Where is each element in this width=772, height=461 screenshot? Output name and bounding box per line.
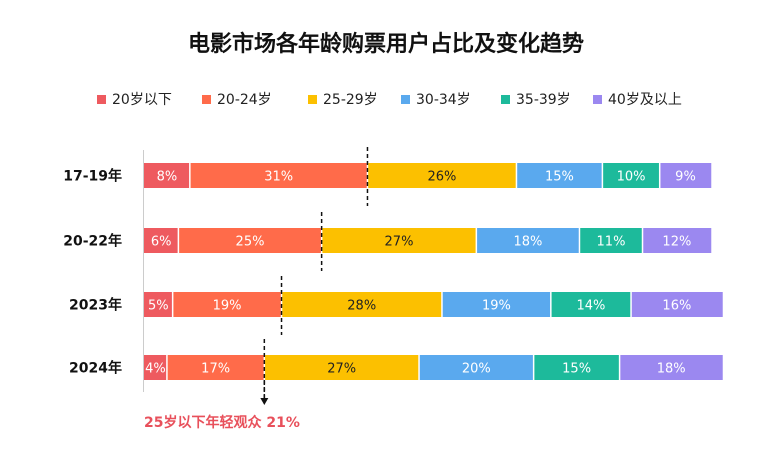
data-label: 12%	[662, 235, 691, 250]
legend-swatch	[97, 94, 106, 104]
bar-segment	[602, 163, 660, 188]
legend-item: 25-29岁	[308, 89, 378, 109]
legend-label: 20-24岁	[217, 92, 272, 108]
data-label: 14%	[576, 299, 605, 314]
legend-label: 30-34岁	[416, 92, 471, 108]
data-label: 10%	[617, 170, 646, 185]
data-label: 18%	[657, 362, 686, 377]
data-label: 27%	[385, 235, 414, 250]
data-label: 19%	[482, 299, 511, 314]
bar-segment	[281, 292, 442, 317]
annotation-arrowhead	[260, 398, 269, 405]
legend-label: 20岁以下	[112, 92, 172, 108]
category-label: 20-22年	[63, 233, 122, 250]
bar-segment	[144, 292, 173, 317]
data-label: 27%	[327, 362, 356, 377]
legend-swatch	[202, 94, 211, 104]
annotation-young-audience: 25岁以下年轻观众 21%	[144, 415, 300, 431]
bar-segment	[321, 228, 477, 253]
bar-segment	[144, 163, 190, 188]
data-label: 19%	[213, 299, 242, 314]
bar-segment	[144, 228, 179, 253]
legend-item: 20-24岁	[202, 89, 272, 109]
legend: 20岁以下 20-24岁 25-29岁 30-34岁 35-39岁 40岁及以上	[0, 89, 772, 113]
legend-label: 25-29岁	[323, 92, 378, 108]
bar-segment	[144, 355, 167, 380]
category-label: 2024年	[69, 360, 122, 377]
data-label: 9%	[675, 170, 696, 185]
data-label: 6%	[151, 235, 172, 250]
legend-swatch	[308, 94, 317, 104]
data-label: 31%	[264, 170, 293, 185]
data-label: 5%	[148, 299, 169, 314]
data-label: 15%	[562, 362, 591, 377]
legend-swatch	[401, 94, 410, 104]
bar-segment	[166, 355, 265, 380]
legend-item: 40岁及以上	[593, 89, 682, 109]
legend-item: 35-39岁	[501, 89, 571, 109]
bar-segment	[367, 163, 517, 188]
bar-segment	[631, 292, 723, 317]
data-label: 11%	[597, 235, 626, 250]
legend-label: 35-39岁	[516, 92, 571, 108]
bar-segment	[419, 355, 534, 380]
bar-segment	[659, 163, 712, 188]
data-label: 17%	[201, 362, 230, 377]
legend-item: 20岁以下	[97, 89, 172, 109]
legend-item: 30-34岁	[401, 89, 471, 109]
data-label: 15%	[545, 170, 574, 185]
bar-segment	[264, 355, 420, 380]
bar-segment	[579, 228, 643, 253]
bar-segment	[619, 355, 723, 380]
data-label: 28%	[347, 299, 376, 314]
bar-segment	[642, 228, 712, 253]
chart-title: 电影市场各年龄购票用户占比及变化趋势	[187, 32, 584, 57]
bar-segment	[476, 228, 580, 253]
legend-swatch	[593, 94, 602, 104]
data-label: 16%	[662, 299, 691, 314]
bar-segment	[516, 163, 603, 188]
data-label: 20%	[462, 362, 491, 377]
data-label: 25%	[236, 235, 265, 250]
bar-segment	[441, 292, 551, 317]
bar-segment	[178, 228, 322, 253]
bar-segment	[550, 292, 632, 317]
category-label: 17-19年	[63, 168, 122, 185]
data-label: 8%	[157, 170, 178, 185]
data-label: 18%	[513, 235, 542, 250]
legend-label: 40岁及以上	[608, 92, 682, 108]
bar-segment	[533, 355, 620, 380]
bar-segment	[172, 292, 282, 317]
legend-swatch	[501, 94, 510, 104]
bar-segment	[189, 163, 368, 188]
data-label: 26%	[428, 170, 457, 185]
data-label: 4%	[145, 362, 166, 377]
category-label: 2023年	[69, 297, 122, 314]
